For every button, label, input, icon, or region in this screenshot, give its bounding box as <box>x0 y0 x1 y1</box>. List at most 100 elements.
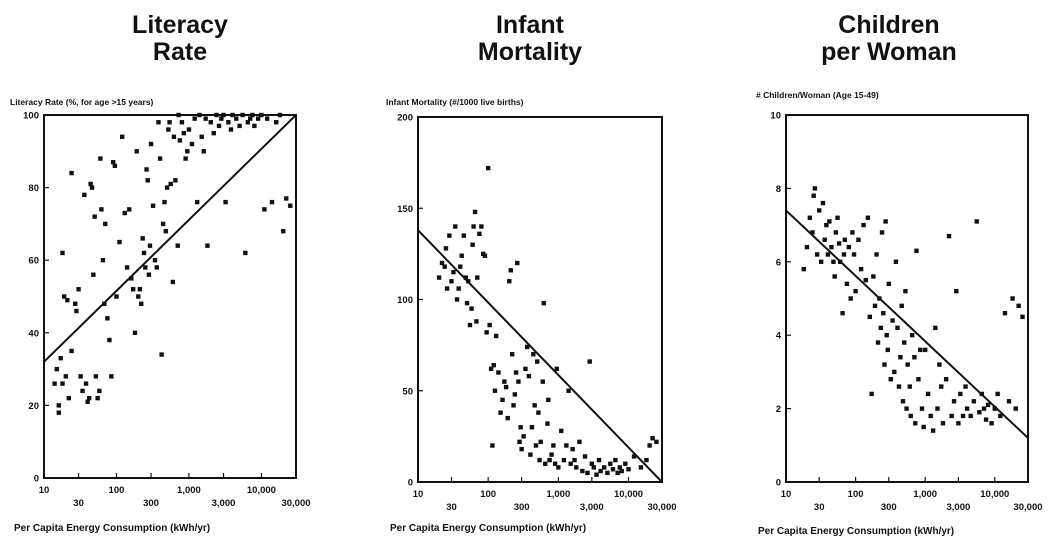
x-tick-label: 10,000 <box>614 489 643 500</box>
data-point <box>846 244 852 250</box>
y-axis-label: Literacy Rate (%, for age >15 years) <box>10 97 154 107</box>
data-point <box>814 252 820 257</box>
data-point <box>925 391 931 397</box>
data-point <box>631 454 637 459</box>
data-point <box>164 185 170 190</box>
data-point <box>439 260 445 266</box>
data-point <box>644 457 649 463</box>
data-point <box>145 178 150 183</box>
data-point <box>878 325 883 331</box>
data-point <box>833 230 839 235</box>
data-point <box>498 410 503 415</box>
x-axis-label: Per Capita Energy Consumption (kWh/yr) <box>14 523 211 534</box>
data-point <box>913 421 918 426</box>
data-point <box>1002 310 1008 316</box>
data-point <box>888 377 893 382</box>
data-point <box>482 253 488 258</box>
data-point <box>508 268 513 273</box>
data-point <box>964 406 970 411</box>
y-tick-label: 150 <box>397 204 413 215</box>
data-point <box>500 397 505 403</box>
data-point <box>601 465 607 470</box>
x-tick-label: 30,000 <box>647 502 676 513</box>
data-point <box>963 384 968 389</box>
data-point <box>587 359 592 364</box>
data-point <box>189 141 195 147</box>
data-point <box>464 300 470 306</box>
data-point <box>83 381 89 386</box>
data-point <box>140 236 145 241</box>
data-point <box>971 399 977 404</box>
data-point <box>872 303 878 309</box>
x-tick-label: 100 <box>109 485 125 496</box>
data-point <box>105 316 110 321</box>
data-point <box>156 120 161 125</box>
x-tick-label: 1,000 <box>177 485 201 496</box>
data-point <box>951 399 957 404</box>
data-point <box>893 259 899 264</box>
x-tick-label: 10,000 <box>247 485 276 496</box>
data-point <box>475 275 480 280</box>
data-point <box>811 193 816 198</box>
data-point <box>968 413 973 419</box>
data-point <box>214 112 219 118</box>
data-point <box>91 272 96 277</box>
x-tick-label: 30,000 <box>1013 502 1042 513</box>
data-point <box>916 377 921 382</box>
data-point <box>831 259 836 264</box>
data-point <box>856 237 861 242</box>
data-point <box>977 410 982 415</box>
data-point <box>136 294 141 299</box>
data-point <box>885 347 890 353</box>
data-point <box>840 310 845 316</box>
data-point <box>470 242 475 247</box>
data-point <box>983 417 989 422</box>
plot-frame <box>43 114 297 479</box>
chart-title-line-2: Mortality <box>477 38 583 66</box>
data-point <box>444 286 450 291</box>
data-point <box>176 112 181 118</box>
data-point <box>228 127 234 132</box>
data-point <box>879 230 885 235</box>
data-point <box>130 287 136 292</box>
data-point <box>589 461 595 466</box>
data-point <box>62 294 67 299</box>
data-point <box>274 120 279 125</box>
data-point <box>930 428 936 433</box>
data-point <box>528 452 533 457</box>
data-point <box>850 230 855 235</box>
data-point <box>237 123 242 129</box>
data-point <box>837 259 843 264</box>
data-point <box>132 330 138 335</box>
x-tick-label: 300 <box>881 502 897 513</box>
data-point <box>109 374 114 379</box>
data-point <box>525 344 530 350</box>
y-tick-label: 40 <box>28 328 39 339</box>
data-point <box>853 288 858 294</box>
data-point <box>1006 399 1012 404</box>
data-point <box>861 222 866 228</box>
data-point <box>981 406 987 411</box>
data-point <box>134 149 139 154</box>
data-point <box>608 461 613 466</box>
chart-panel-literacy: Literacy Rate Literacy Rate (%, for age … <box>0 0 350 542</box>
data-point <box>518 425 523 430</box>
data-point <box>255 116 261 121</box>
trend-line <box>417 229 663 483</box>
data-point <box>223 199 228 205</box>
data-point <box>112 163 118 169</box>
data-point <box>519 446 524 452</box>
y-tick-label: 60 <box>28 256 39 267</box>
data-point <box>844 281 850 287</box>
data-point <box>572 457 577 463</box>
data-point <box>245 120 251 125</box>
data-point <box>943 377 949 382</box>
data-point <box>137 287 143 292</box>
data-point <box>56 403 61 408</box>
data-point <box>1020 314 1025 320</box>
data-point <box>580 468 585 474</box>
data-point <box>538 439 543 445</box>
data-point <box>835 215 840 220</box>
data-point <box>163 228 169 234</box>
data-point <box>85 399 90 404</box>
